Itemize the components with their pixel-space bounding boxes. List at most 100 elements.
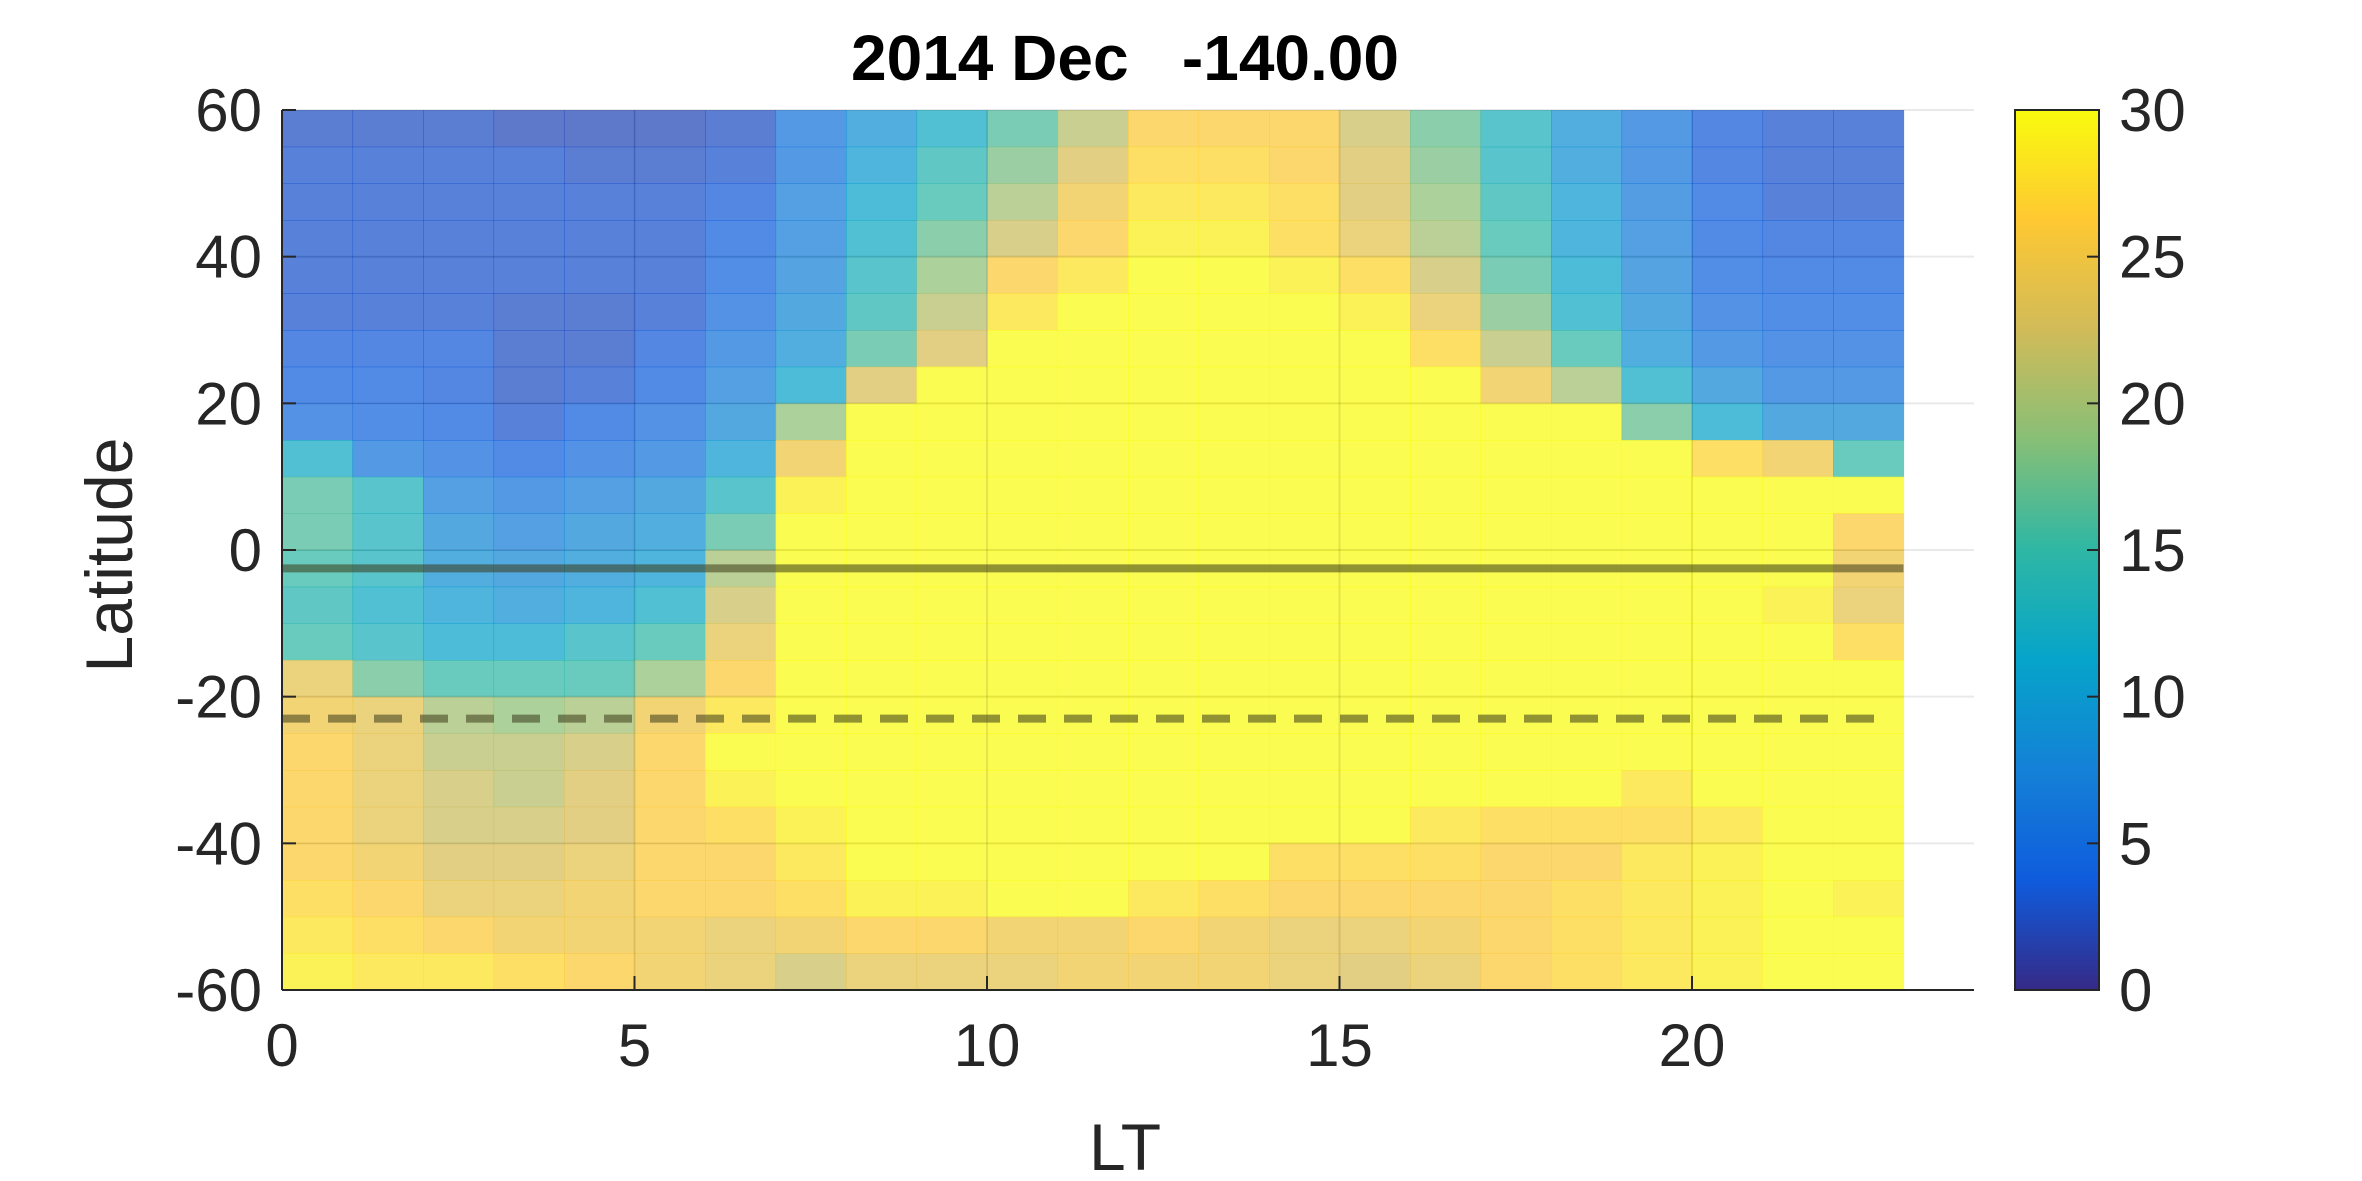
heatmap-cell <box>493 183 565 221</box>
colorbar-tick-label: 30 <box>2119 77 2186 144</box>
heatmap-cell <box>1833 146 1905 184</box>
heatmap-cell <box>1269 733 1341 771</box>
heatmap-cell <box>987 476 1059 514</box>
heatmap-cell <box>352 110 424 148</box>
heatmap-cell <box>423 220 495 258</box>
heatmap-cell <box>846 476 918 514</box>
heatmap-cell <box>1692 403 1764 441</box>
x-axis-label: LT <box>1089 1110 1161 1181</box>
heatmap-cell <box>1480 733 1552 771</box>
heatmap-cell <box>1762 916 1834 954</box>
heatmap-cell <box>1833 256 1905 294</box>
heatmap-cell <box>1692 623 1764 661</box>
heatmap-cell <box>1551 256 1623 294</box>
heatmap-cell <box>1621 880 1693 918</box>
heatmap-cell <box>1551 110 1623 148</box>
heatmap-cell <box>1198 586 1270 624</box>
heatmap-cell <box>1410 330 1482 368</box>
heatmap-cell <box>846 256 918 294</box>
heatmap-cell <box>1692 880 1764 918</box>
heatmap-cell <box>1762 330 1834 368</box>
heatmap-cell <box>1269 476 1341 514</box>
heatmap-cell <box>775 660 847 698</box>
heatmap-cell <box>987 770 1059 808</box>
heatmap-cell <box>1833 183 1905 221</box>
heatmap-cell <box>1551 440 1623 478</box>
heatmap-cells <box>282 110 1905 991</box>
heatmap-cell <box>1692 256 1764 294</box>
heatmap-cell <box>1551 953 1623 991</box>
heatmap-cell <box>1762 183 1834 221</box>
heatmap-cell <box>916 366 988 404</box>
y-tick-label: 60 <box>195 77 262 144</box>
heatmap-cell <box>1551 476 1623 514</box>
heatmap-cell <box>493 623 565 661</box>
heatmap-cell <box>1128 293 1200 331</box>
heatmap-cell <box>1480 366 1552 404</box>
heatmap-cell <box>846 843 918 881</box>
y-tick-label: 0 <box>229 517 262 584</box>
colorbar-tick-label: 25 <box>2119 224 2186 291</box>
heatmap-cell <box>352 440 424 478</box>
heatmap-cell <box>1621 916 1693 954</box>
heatmap-cell <box>775 146 847 184</box>
heatmap-cell <box>1621 256 1693 294</box>
heatmap-cell <box>1833 880 1905 918</box>
heatmap-cell <box>564 293 636 331</box>
heatmap-cell <box>1198 880 1270 918</box>
heatmap-cell <box>352 843 424 881</box>
heatmap-cell <box>634 366 706 404</box>
heatmap-cell <box>1692 183 1764 221</box>
heatmap-cell <box>1269 660 1341 698</box>
heatmap-cell <box>1621 770 1693 808</box>
heatmap-cell <box>1480 330 1552 368</box>
heatmap-cell <box>634 146 706 184</box>
heatmap-cell <box>352 220 424 258</box>
heatmap-cell <box>705 183 777 221</box>
heatmap-cell <box>987 440 1059 478</box>
heatmap-cell <box>1269 843 1341 881</box>
heatmap-cell <box>423 476 495 514</box>
heatmap-cell <box>1692 660 1764 698</box>
heatmap-cell <box>1551 880 1623 918</box>
heatmap-cell <box>1410 623 1482 661</box>
heatmap-cell <box>634 220 706 258</box>
heatmap-cell <box>1833 110 1905 148</box>
heatmap-cell <box>846 586 918 624</box>
heatmap-cell <box>352 256 424 294</box>
heatmap-cell <box>1480 843 1552 881</box>
heatmap-cell <box>916 770 988 808</box>
heatmap-cell <box>493 220 565 258</box>
heatmap-cell <box>775 366 847 404</box>
heatmap-cell <box>352 916 424 954</box>
heatmap-cell <box>564 916 636 954</box>
colorbar-ticks: 0 5 10 15 20 25 30 <box>2087 77 2186 1024</box>
heatmap-cell <box>1551 293 1623 331</box>
heatmap-cell <box>987 220 1059 258</box>
heatmap-cell <box>1551 623 1623 661</box>
heatmap-cell <box>916 513 988 551</box>
heatmap-cell <box>493 146 565 184</box>
heatmap-cell <box>1833 403 1905 441</box>
heatmap-cell <box>1269 330 1341 368</box>
heatmap-cell <box>423 806 495 844</box>
heatmap-cell <box>1410 843 1482 881</box>
heatmap-cell <box>1410 183 1482 221</box>
heatmap-cell <box>282 403 354 441</box>
heatmap-cell <box>916 880 988 918</box>
heatmap-cell <box>1621 440 1693 478</box>
heatmap-cell <box>916 623 988 661</box>
heatmap-cell <box>1833 586 1905 624</box>
heatmap-cell <box>1762 220 1834 258</box>
heatmap-cell <box>1410 403 1482 441</box>
heatmap-cell <box>705 806 777 844</box>
heatmap-cell <box>1198 476 1270 514</box>
heatmap-cell <box>846 623 918 661</box>
heatmap-cell <box>493 806 565 844</box>
heatmap-cell <box>987 660 1059 698</box>
heatmap-cell <box>1692 330 1764 368</box>
heatmap-cell <box>846 806 918 844</box>
heatmap-cell <box>1057 256 1129 294</box>
heatmap-cell <box>423 110 495 148</box>
heatmap-cell <box>1057 770 1129 808</box>
